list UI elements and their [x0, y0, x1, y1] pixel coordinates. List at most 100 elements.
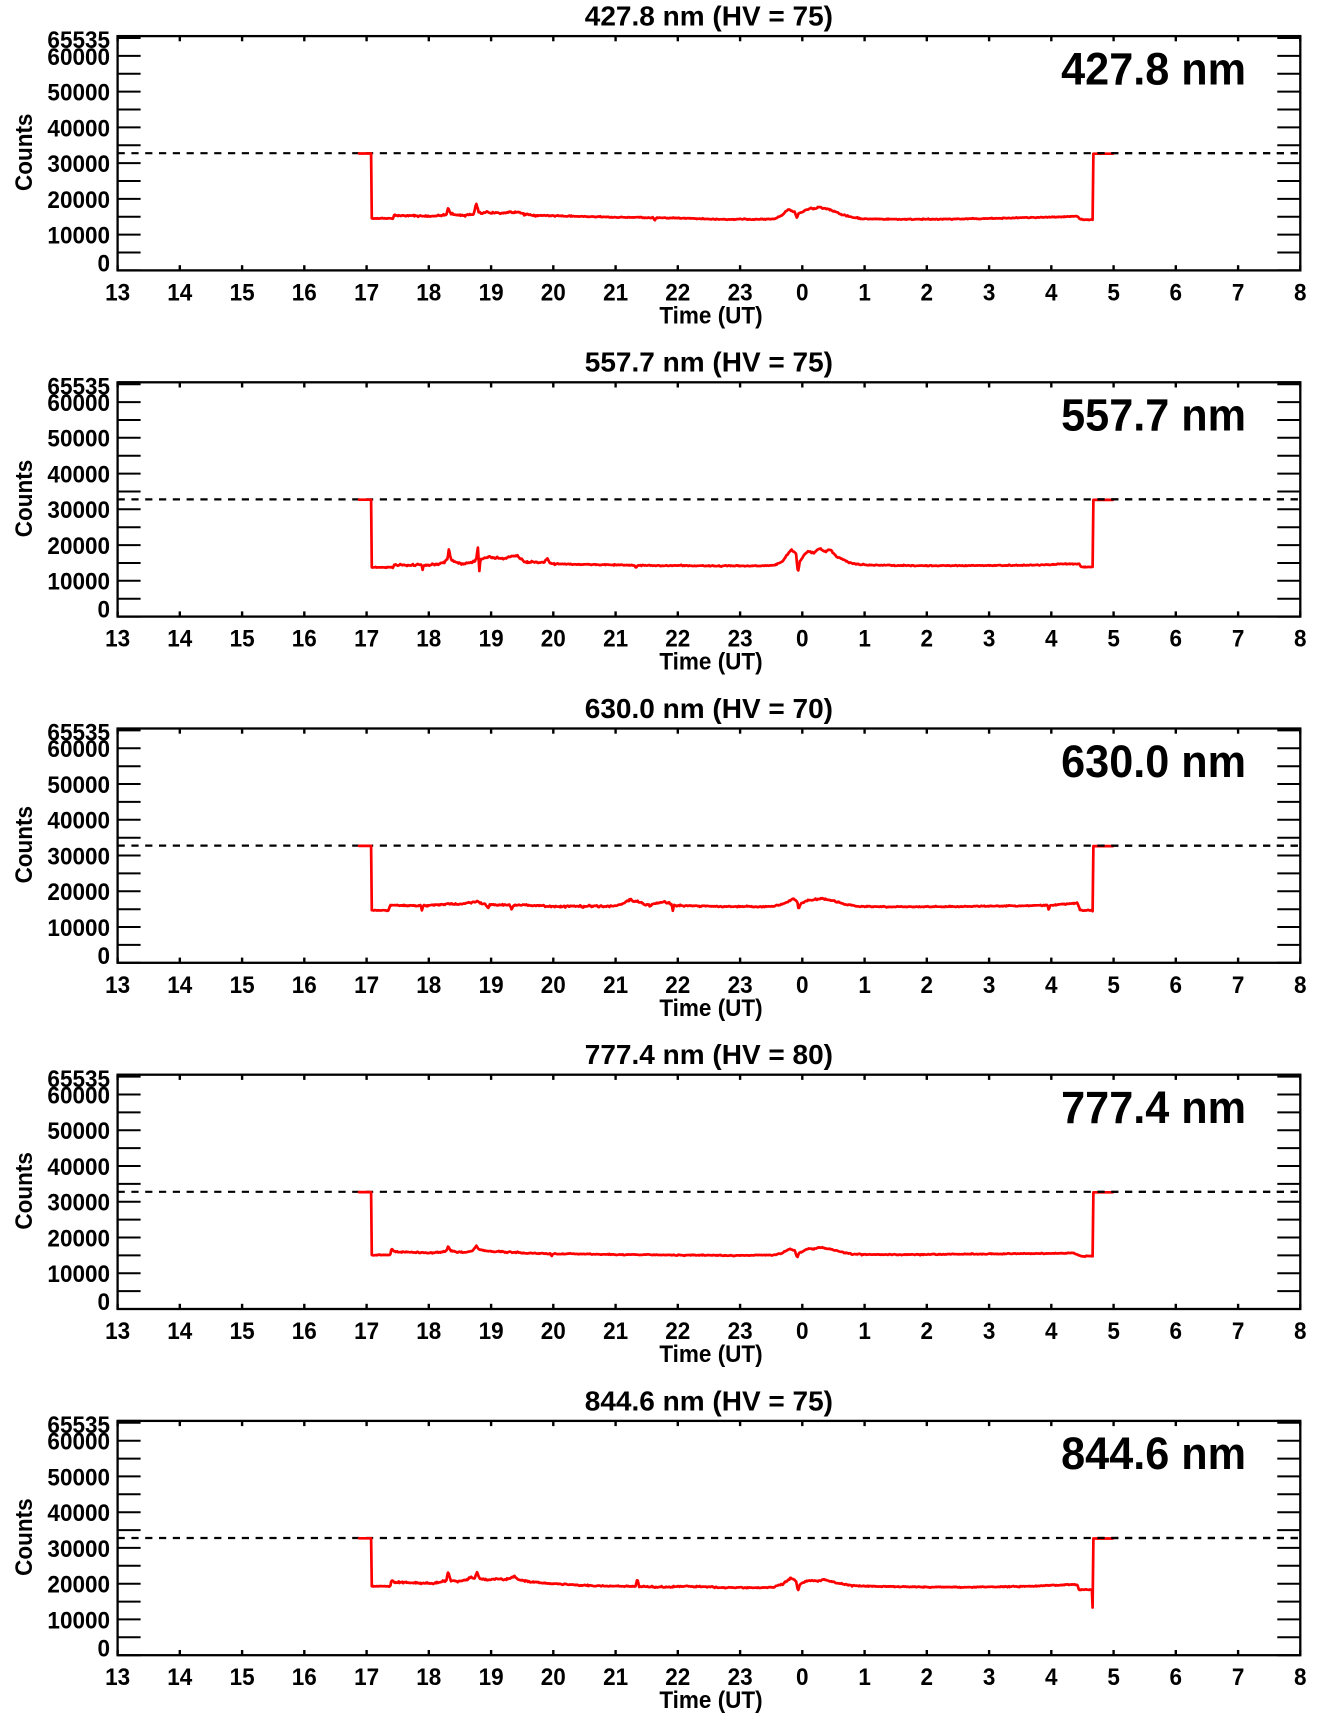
svg-text:777.4 nm: 777.4 nm	[1061, 1083, 1246, 1133]
svg-text:13: 13	[105, 971, 130, 998]
svg-text:3: 3	[983, 971, 996, 998]
svg-text:20000: 20000	[47, 1571, 110, 1598]
svg-text:30000: 30000	[47, 1189, 110, 1216]
svg-text:50000: 50000	[47, 79, 110, 106]
svg-text:20000: 20000	[47, 186, 110, 213]
svg-text:0: 0	[796, 279, 809, 306]
svg-text:18: 18	[416, 971, 441, 998]
svg-text:0: 0	[796, 1663, 809, 1690]
svg-text:427.8 nm (HV = 75): 427.8 nm (HV = 75)	[585, 1, 833, 32]
svg-text:20: 20	[541, 1317, 566, 1344]
svg-text:2: 2	[921, 279, 934, 306]
svg-text:10000: 10000	[47, 222, 110, 249]
svg-text:60000: 60000	[47, 389, 110, 416]
svg-text:65535: 65535	[47, 1065, 110, 1092]
svg-text:3: 3	[983, 1663, 996, 1690]
svg-text:10000: 10000	[47, 568, 110, 595]
svg-text:60000: 60000	[47, 43, 110, 70]
svg-text:1: 1	[858, 279, 871, 306]
svg-text:0: 0	[97, 942, 110, 969]
svg-text:7: 7	[1232, 279, 1245, 306]
svg-text:2: 2	[921, 1663, 934, 1690]
svg-text:19: 19	[479, 279, 504, 306]
svg-text:2: 2	[921, 971, 934, 998]
svg-text:23: 23	[728, 279, 753, 306]
svg-text:65535: 65535	[47, 1411, 110, 1438]
svg-text:40000: 40000	[47, 807, 110, 834]
svg-text:2: 2	[921, 625, 934, 652]
svg-text:21: 21	[603, 971, 628, 998]
svg-text:17: 17	[354, 279, 379, 306]
svg-text:13: 13	[105, 279, 130, 306]
svg-text:21: 21	[603, 1317, 628, 1344]
svg-text:20: 20	[541, 971, 566, 998]
svg-text:14: 14	[167, 971, 192, 998]
svg-text:Counts: Counts	[10, 1152, 37, 1229]
svg-text:630.0 nm: 630.0 nm	[1061, 737, 1246, 787]
svg-text:50000: 50000	[47, 1464, 110, 1491]
svg-text:23: 23	[728, 1663, 753, 1690]
svg-text:1: 1	[858, 1663, 871, 1690]
svg-text:557.7 nm: 557.7 nm	[1061, 391, 1246, 441]
svg-text:19: 19	[479, 1663, 504, 1690]
svg-text:0: 0	[796, 971, 809, 998]
svg-text:0: 0	[97, 1288, 110, 1315]
svg-text:427.8 nm: 427.8 nm	[1061, 45, 1246, 95]
svg-text:40000: 40000	[47, 115, 110, 142]
svg-text:7: 7	[1232, 625, 1245, 652]
svg-text:7: 7	[1232, 1663, 1245, 1690]
svg-text:13: 13	[105, 1317, 130, 1344]
svg-text:17: 17	[354, 625, 379, 652]
svg-text:19: 19	[479, 625, 504, 652]
svg-text:557.7 nm (HV = 75): 557.7 nm (HV = 75)	[585, 347, 833, 378]
svg-text:6: 6	[1170, 279, 1183, 306]
svg-text:5: 5	[1107, 279, 1120, 306]
svg-text:Time (UT): Time (UT)	[659, 1686, 762, 1713]
svg-text:20000: 20000	[47, 878, 110, 905]
svg-text:8: 8	[1294, 279, 1307, 306]
svg-text:22: 22	[665, 1663, 690, 1690]
svg-text:14: 14	[167, 1317, 192, 1344]
svg-text:6: 6	[1170, 971, 1183, 998]
svg-text:13: 13	[105, 1663, 130, 1690]
svg-text:7: 7	[1232, 1317, 1245, 1344]
svg-text:15: 15	[230, 971, 255, 998]
svg-text:18: 18	[416, 1663, 441, 1690]
svg-text:1: 1	[858, 625, 871, 652]
svg-text:10000: 10000	[47, 1607, 110, 1634]
svg-text:17: 17	[354, 1663, 379, 1690]
svg-text:16: 16	[292, 279, 317, 306]
svg-text:Time (UT): Time (UT)	[659, 994, 762, 1021]
svg-text:22: 22	[665, 1317, 690, 1344]
svg-text:2: 2	[921, 1317, 934, 1344]
svg-text:20000: 20000	[47, 532, 110, 559]
svg-text:4: 4	[1045, 1663, 1058, 1690]
svg-text:50000: 50000	[47, 1117, 110, 1144]
svg-text:5: 5	[1107, 1663, 1120, 1690]
svg-text:3: 3	[983, 625, 996, 652]
svg-text:17: 17	[354, 1317, 379, 1344]
svg-text:0: 0	[97, 596, 110, 623]
svg-text:22: 22	[665, 625, 690, 652]
svg-text:18: 18	[416, 279, 441, 306]
svg-text:22: 22	[665, 971, 690, 998]
svg-text:21: 21	[603, 1663, 628, 1690]
svg-text:20: 20	[541, 625, 566, 652]
svg-text:16: 16	[292, 1317, 317, 1344]
svg-text:14: 14	[167, 1663, 192, 1690]
svg-text:Time (UT): Time (UT)	[659, 1340, 762, 1367]
svg-text:Counts: Counts	[10, 806, 37, 883]
svg-text:5: 5	[1107, 625, 1120, 652]
svg-text:8: 8	[1294, 971, 1307, 998]
svg-text:10000: 10000	[47, 914, 110, 941]
svg-text:15: 15	[230, 279, 255, 306]
svg-text:6: 6	[1170, 1317, 1183, 1344]
svg-text:60000: 60000	[47, 1082, 110, 1109]
svg-text:40000: 40000	[47, 461, 110, 488]
svg-text:4: 4	[1045, 279, 1058, 306]
svg-text:Counts: Counts	[10, 460, 37, 537]
svg-text:Counts: Counts	[10, 1498, 37, 1575]
svg-text:3: 3	[983, 279, 996, 306]
svg-text:8: 8	[1294, 1663, 1307, 1690]
svg-text:844.6 nm (HV = 75): 844.6 nm (HV = 75)	[585, 1385, 833, 1416]
